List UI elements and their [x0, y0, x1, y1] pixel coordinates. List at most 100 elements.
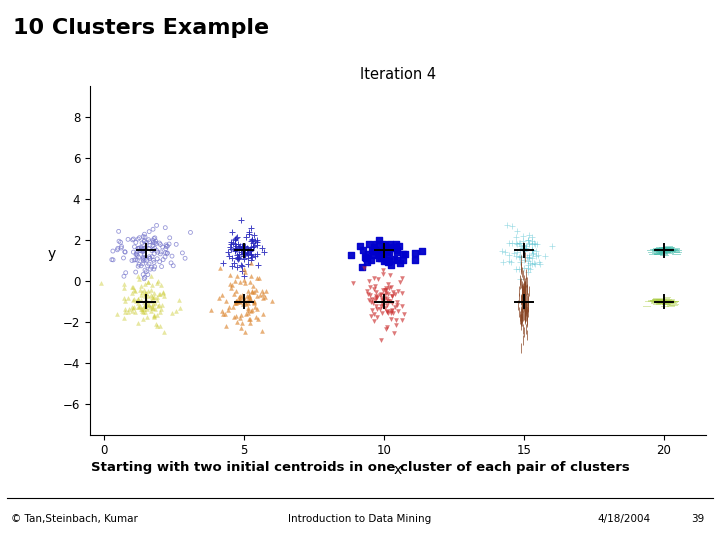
Point	[140, 238, 152, 247]
Point	[139, 255, 150, 264]
Point	[145, 263, 157, 272]
Point	[397, 256, 408, 265]
Point	[137, 259, 148, 268]
Point	[135, 261, 147, 270]
Point	[150, 237, 161, 246]
Point	[161, 240, 172, 249]
Point	[148, 245, 159, 254]
Point	[131, 248, 143, 256]
Point	[153, 239, 165, 247]
Point	[384, 240, 396, 248]
Point	[138, 244, 150, 253]
Point	[139, 233, 150, 241]
Point	[132, 235, 144, 244]
Point	[136, 239, 148, 247]
Point	[134, 233, 145, 242]
Point	[130, 238, 142, 247]
Point	[130, 255, 141, 264]
Point	[139, 273, 150, 282]
Point	[148, 265, 160, 273]
Point	[142, 271, 153, 279]
Point	[143, 227, 155, 236]
Point	[376, 251, 387, 259]
Point	[154, 258, 166, 266]
Point	[144, 254, 156, 262]
Point	[138, 254, 149, 262]
Point	[149, 262, 161, 271]
Point	[128, 256, 140, 265]
Point	[383, 256, 395, 265]
Point	[384, 248, 395, 256]
Title: Iteration 4: Iteration 4	[360, 68, 436, 83]
Point	[131, 249, 143, 258]
Point	[380, 248, 392, 256]
Point	[150, 221, 162, 230]
Point	[139, 237, 150, 245]
Point	[112, 246, 123, 254]
Point	[162, 242, 174, 251]
Point	[117, 254, 129, 262]
Point	[385, 244, 397, 252]
Point	[144, 238, 156, 246]
Point	[395, 258, 406, 267]
Point	[381, 251, 392, 260]
Point	[148, 249, 160, 258]
Point	[379, 241, 391, 250]
Point	[379, 242, 390, 251]
Point	[385, 260, 397, 269]
Point	[166, 259, 177, 267]
Point	[367, 251, 379, 259]
Point	[132, 244, 143, 253]
Point	[107, 255, 119, 264]
Point	[369, 247, 381, 255]
Point	[127, 248, 139, 256]
Point	[142, 261, 153, 270]
Point	[138, 270, 149, 279]
Point	[132, 262, 144, 271]
Text: Introduction to Data Mining: Introduction to Data Mining	[289, 514, 431, 524]
Point	[380, 255, 392, 264]
Point	[416, 246, 428, 255]
Point	[138, 232, 149, 241]
Point	[129, 242, 140, 251]
Point	[120, 268, 132, 277]
Point	[148, 238, 159, 247]
Point	[161, 249, 173, 258]
Point	[391, 256, 402, 265]
Point	[161, 242, 172, 251]
Point	[126, 256, 138, 265]
Point	[377, 251, 389, 259]
Text: 39: 39	[691, 514, 704, 524]
Point	[377, 239, 389, 248]
Point	[151, 254, 163, 263]
Point	[391, 247, 402, 256]
Point	[185, 228, 197, 237]
Text: 4/18/2004: 4/18/2004	[598, 514, 651, 524]
Point	[135, 246, 147, 255]
Point	[373, 236, 384, 245]
Point	[127, 235, 139, 244]
Point	[119, 247, 130, 256]
Point	[141, 256, 153, 265]
Point	[362, 250, 374, 259]
Point	[160, 248, 171, 257]
Point	[397, 249, 409, 258]
Point	[159, 253, 171, 261]
Text: Starting with two initial centroids in one cluster of each pair of clusters: Starting with two initial centroids in o…	[91, 461, 629, 474]
Point	[345, 251, 356, 260]
Point	[356, 262, 368, 271]
Point	[147, 236, 158, 245]
Text: © Tan,Steinbach, Kumar: © Tan,Steinbach, Kumar	[11, 514, 138, 524]
Point	[368, 246, 379, 255]
Point	[156, 262, 167, 271]
Point	[155, 240, 166, 249]
Point	[143, 244, 155, 253]
Point	[113, 227, 125, 235]
Point	[143, 260, 155, 268]
Point	[134, 244, 145, 252]
Point	[150, 246, 162, 255]
Point	[160, 224, 171, 232]
Point	[366, 256, 377, 265]
Point	[136, 244, 148, 253]
Point	[130, 250, 142, 259]
